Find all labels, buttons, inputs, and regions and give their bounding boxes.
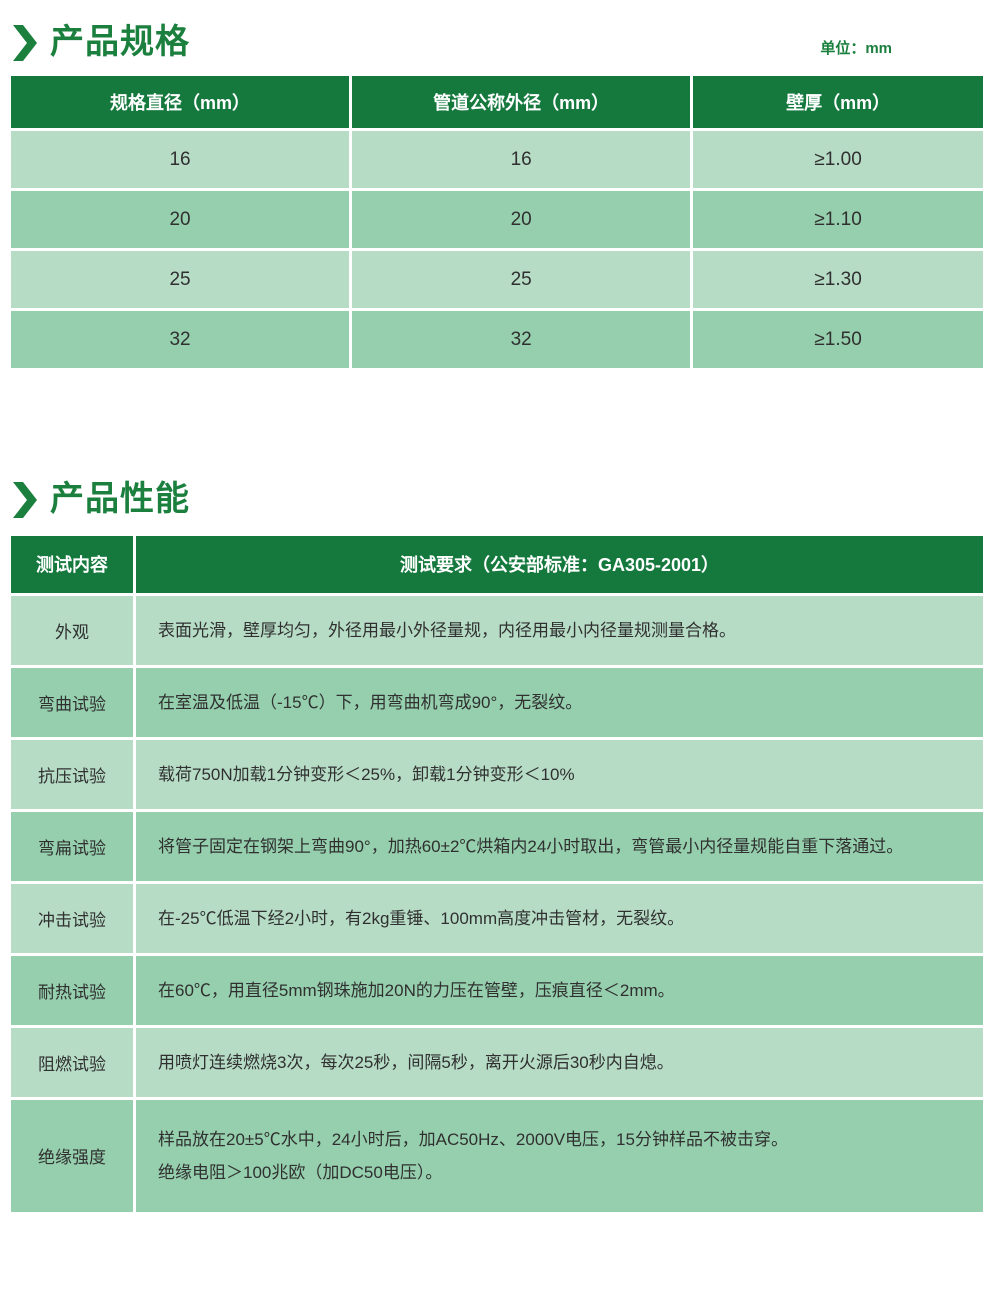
spec-cell: ≥1.00 bbox=[693, 131, 983, 189]
spec-cell: ≥1.50 bbox=[693, 311, 983, 369]
perf-test-name: 弯扁试验 bbox=[11, 811, 133, 881]
perf-requirement-line: 在-25℃低温下经2小时，有2kg重锤、100mm高度冲击管材，无裂纹。 bbox=[158, 908, 685, 928]
spec-col-header-diameter: 规格直径（mm） bbox=[11, 76, 350, 129]
perf-requirement: 样品放在20±5℃水中，24小时后，加AC50Hz、2000V电压，15分钟样品… bbox=[136, 1099, 983, 1212]
perf-requirement: 在60℃，用直径5mm钢珠施加20N的力压在管壁，压痕直径＜2mm。 bbox=[136, 955, 983, 1025]
perf-requirement-line: 将管子固定在钢架上弯曲90°，加热60±2℃烘箱内24小时取出，弯管最小内径量规… bbox=[158, 836, 904, 856]
spec-table-row: 16 16 ≥1.00 bbox=[11, 131, 983, 189]
chevron-right-icon bbox=[13, 482, 37, 519]
perf-table-row: 耐热试验 在60℃，用直径5mm钢珠施加20N的力压在管壁，压痕直径＜2mm。 bbox=[11, 955, 983, 1025]
spec-col-header-wall-thickness: 壁厚（mm） bbox=[693, 76, 983, 129]
perf-test-name: 外观 bbox=[11, 595, 133, 665]
spec-cell: 32 bbox=[352, 311, 691, 369]
perf-test-name: 耐热试验 bbox=[11, 955, 133, 1025]
perf-requirement-line: 在60℃，用直径5mm钢珠施加20N的力压在管壁，压痕直径＜2mm。 bbox=[158, 980, 675, 1000]
spec-cell: 32 bbox=[11, 311, 350, 369]
perf-requirement-line: 用喷灯连续燃烧3次，每次25秒，间隔5秒，离开火源后30秒内自熄。 bbox=[158, 1052, 674, 1072]
perf-test-name: 抗压试验 bbox=[11, 739, 133, 809]
perf-requirement-line: 在室温及低温（-15℃）下，用弯曲机弯成90°，无裂纹。 bbox=[158, 692, 583, 712]
perf-table-row: 冲击试验 在-25℃低温下经2小时，有2kg重锤、100mm高度冲击管材，无裂纹… bbox=[11, 883, 983, 953]
perf-test-name: 阻燃试验 bbox=[11, 1027, 133, 1097]
perf-requirement: 表面光滑，壁厚均匀，外径用最小外径量规，内径用最小内径量规测量合格。 bbox=[136, 595, 983, 665]
spec-cell: 25 bbox=[352, 251, 691, 309]
performance-table-header-row: 测试内容 测试要求（公安部标准：GA305-2001） bbox=[11, 535, 983, 593]
spec-section-header: 产品规格 单位：mm bbox=[8, 23, 986, 61]
spec-section-title: 产品规格 bbox=[50, 23, 190, 61]
spec-col-header-outer-diameter: 管道公称外径（mm） bbox=[352, 76, 691, 129]
perf-test-name: 绝缘强度 bbox=[11, 1099, 133, 1212]
perf-col-header-requirement: 测试要求（公安部标准：GA305-2001） bbox=[136, 535, 983, 593]
perf-col-header-test-item: 测试内容 bbox=[11, 535, 133, 593]
spec-cell: 20 bbox=[352, 191, 691, 249]
chevron-right-icon bbox=[13, 24, 37, 61]
spec-title-group: 产品规格 bbox=[13, 23, 190, 61]
perf-requirement: 载荷750N加载1分钟变形＜25%，卸载1分钟变形＜10% bbox=[136, 739, 983, 809]
perf-table-row: 外观 表面光滑，壁厚均匀，外径用最小外径量规，内径用最小内径量规测量合格。 bbox=[11, 595, 983, 665]
performance-section: 产品性能 测试内容 测试要求（公安部标准：GA305-2001） 外观 表面光滑… bbox=[8, 480, 986, 1215]
spec-section: 产品规格 单位：mm 规格直径（mm） 管道公称外径（mm） 壁厚（mm） 16… bbox=[8, 23, 986, 371]
spec-cell: 25 bbox=[11, 251, 350, 309]
perf-requirement-line: 绝缘电阻＞100兆欧（加DC50电压）。 bbox=[158, 1162, 443, 1182]
spec-cell: 16 bbox=[352, 131, 691, 189]
perf-table-row: 阻燃试验 用喷灯连续燃烧3次，每次25秒，间隔5秒，离开火源后30秒内自熄。 bbox=[11, 1027, 983, 1097]
perf-table-row: 绝缘强度 样品放在20±5℃水中，24小时后，加AC50Hz、2000V电压，1… bbox=[11, 1099, 983, 1212]
perf-requirement: 将管子固定在钢架上弯曲90°，加热60±2℃烘箱内24小时取出，弯管最小内径量规… bbox=[136, 811, 983, 881]
unit-label: 单位：mm bbox=[820, 40, 892, 58]
perf-table-row: 抗压试验 载荷750N加载1分钟变形＜25%，卸载1分钟变形＜10% bbox=[11, 739, 983, 809]
spec-table-row: 20 20 ≥1.10 bbox=[11, 191, 983, 249]
performance-section-title: 产品性能 bbox=[50, 480, 190, 519]
performance-section-header: 产品性能 bbox=[8, 480, 986, 519]
perf-requirement: 在-25℃低温下经2小时，有2kg重锤、100mm高度冲击管材，无裂纹。 bbox=[136, 883, 983, 953]
spec-cell: 16 bbox=[11, 131, 350, 189]
performance-title-group: 产品性能 bbox=[13, 480, 190, 519]
perf-requirement-line: 样品放在20±5℃水中，24小时后，加AC50Hz、2000V电压，15分钟样品… bbox=[158, 1129, 788, 1149]
perf-table-row: 弯曲试验 在室温及低温（-15℃）下，用弯曲机弯成90°，无裂纹。 bbox=[11, 667, 983, 737]
perf-test-name: 冲击试验 bbox=[11, 883, 133, 953]
spec-cell: ≥1.10 bbox=[693, 191, 983, 249]
perf-table-row: 弯扁试验 将管子固定在钢架上弯曲90°，加热60±2℃烘箱内24小时取出，弯管最… bbox=[11, 811, 983, 881]
spec-cell: 20 bbox=[11, 191, 350, 249]
perf-requirement-line: 载荷750N加载1分钟变形＜25%，卸载1分钟变形＜10% bbox=[158, 764, 575, 784]
performance-table: 测试内容 测试要求（公安部标准：GA305-2001） 外观 表面光滑，壁厚均匀… bbox=[8, 533, 986, 1215]
perf-requirement: 在室温及低温（-15℃）下，用弯曲机弯成90°，无裂纹。 bbox=[136, 667, 983, 737]
spec-cell: ≥1.30 bbox=[693, 251, 983, 309]
spec-table: 规格直径（mm） 管道公称外径（mm） 壁厚（mm） 16 16 ≥1.00 2… bbox=[8, 73, 986, 371]
spec-table-header-row: 规格直径（mm） 管道公称外径（mm） 壁厚（mm） bbox=[11, 76, 983, 129]
spec-table-row: 25 25 ≥1.30 bbox=[11, 251, 983, 309]
spec-table-row: 32 32 ≥1.50 bbox=[11, 311, 983, 369]
product-spec-page: 产品规格 单位：mm 规格直径（mm） 管道公称外径（mm） 壁厚（mm） 16… bbox=[8, 23, 986, 1215]
perf-test-name: 弯曲试验 bbox=[11, 667, 133, 737]
perf-requirement: 用喷灯连续燃烧3次，每次25秒，间隔5秒，离开火源后30秒内自熄。 bbox=[136, 1027, 983, 1097]
perf-requirement-line: 表面光滑，壁厚均匀，外径用最小外径量规，内径用最小内径量规测量合格。 bbox=[158, 620, 736, 640]
